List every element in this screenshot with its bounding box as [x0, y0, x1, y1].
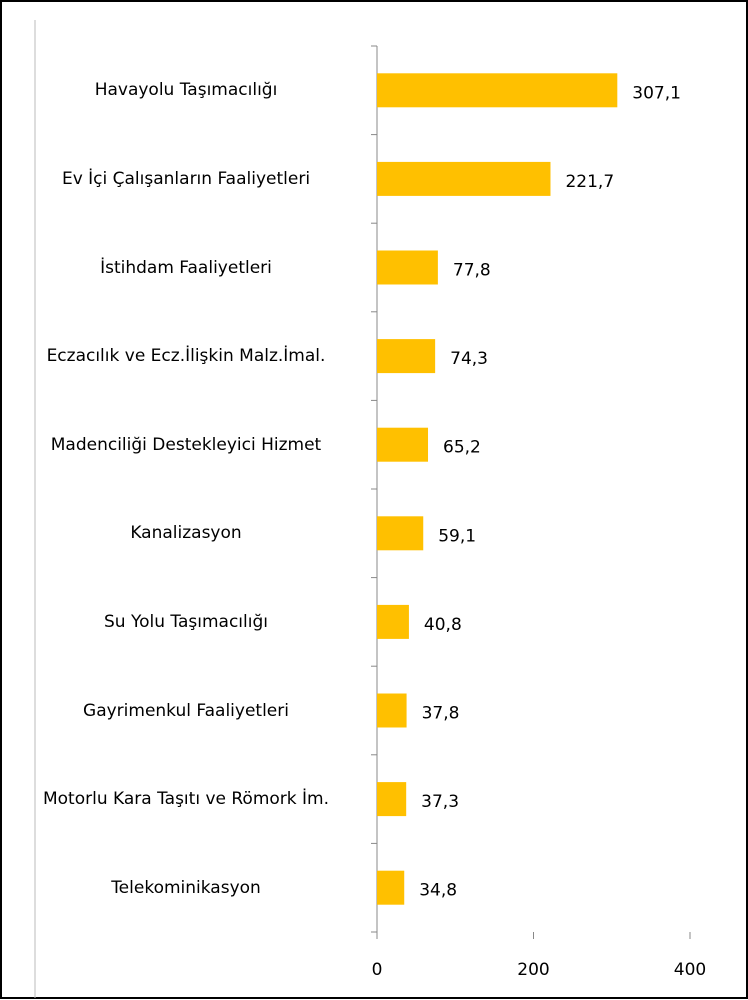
- bar: [377, 161, 551, 196]
- value-label: 307,1: [632, 83, 681, 103]
- value-label: 221,7: [565, 172, 614, 192]
- value-label: 34,8: [419, 881, 457, 901]
- y-tick-label: Su Yolu Taşımacılığı: [104, 611, 268, 632]
- bar: [377, 427, 429, 462]
- bar: [377, 693, 407, 728]
- value-label: 37,3: [421, 792, 459, 812]
- y-tick-label: Ev İçi Çalışanların Faaliyetleri: [61, 168, 311, 189]
- value-label: 40,8: [424, 615, 462, 635]
- y-tick-label: Kanalizasyon: [130, 523, 242, 544]
- y-tick-label: Havayolu Taşımacılığı: [94, 80, 278, 101]
- x-tick-label: 0: [372, 960, 383, 980]
- x-tick-label: 400: [674, 960, 706, 980]
- y-tick-label: Motorlu Kara Taşıtı ve Römork İm.: [42, 789, 329, 810]
- bar: [377, 604, 409, 639]
- x-tick-label: 200: [517, 960, 549, 980]
- bar: [377, 516, 424, 551]
- value-label: 59,1: [438, 526, 476, 546]
- value-label: 65,2: [443, 438, 481, 458]
- bar: [377, 339, 436, 374]
- value-label: 37,8: [422, 704, 460, 724]
- y-tick-label: Gayrimenkul Faaliyetleri: [83, 700, 289, 721]
- value-label: 74,3: [450, 349, 488, 369]
- y-tick-label: Eczacılık ve Ecz.İlişkin Malz.İmal.: [46, 346, 326, 367]
- value-label: 77,8: [453, 261, 491, 281]
- bar: [377, 782, 407, 817]
- y-tick-label: Madenciliği Destekleyici Hizmet: [50, 434, 322, 455]
- y-tick-label: İstihdam Faaliyetleri: [100, 257, 272, 278]
- bar: [377, 250, 438, 285]
- bar: [377, 73, 618, 108]
- bar: [377, 870, 405, 905]
- y-tick-label: Telekominikasyon: [111, 877, 261, 898]
